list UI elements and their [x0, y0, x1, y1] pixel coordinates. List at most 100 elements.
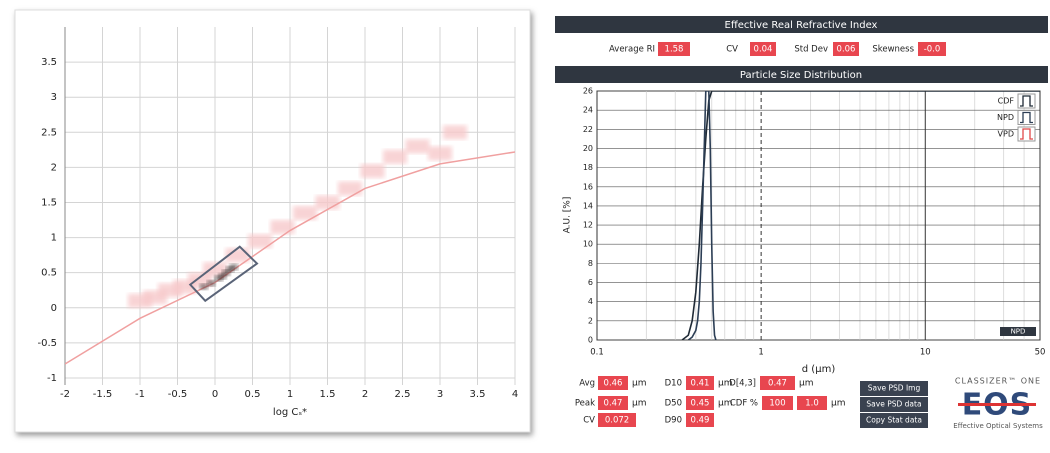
x-tick-label: -0.5: [168, 389, 188, 400]
y-tick-label: 10: [583, 240, 593, 249]
y-tick-label: -0.5: [37, 338, 57, 349]
y-tick-label: 6: [588, 278, 593, 287]
stat-value: 0.46: [604, 379, 623, 389]
y-tick-label: 8: [588, 259, 593, 268]
y-tick-label: 24: [583, 106, 593, 115]
button[interactable]: Save PSD data: [866, 400, 921, 409]
fit-curve: [65, 151, 515, 365]
y-tick-label: 0: [588, 336, 593, 345]
cloud-point: [248, 234, 272, 249]
logo-top: CLASSIZER™ ONE: [955, 377, 1041, 386]
x-tick-label: 2.5: [395, 389, 411, 400]
x-tick-label: -1.5: [93, 389, 113, 400]
cloud-point: [383, 149, 407, 164]
stat-unit: µm: [718, 399, 733, 409]
stat-label: CV: [583, 416, 595, 426]
legend-icon: [1017, 93, 1036, 109]
stat-value: 0.41: [691, 379, 710, 389]
stat-value: 0.49: [691, 416, 710, 426]
stat-value-box: [797, 396, 827, 410]
stat-label: D10: [665, 379, 682, 389]
y-tick-label: 0: [51, 303, 57, 314]
field-value: -0.0: [924, 45, 941, 55]
x-tick-label: 2: [362, 389, 368, 400]
y-tick-label: 22: [583, 125, 593, 134]
logo-bottom: Effective Optical Systems: [953, 422, 1043, 430]
badge-box: [1000, 327, 1036, 336]
series-layer: [681, 91, 1040, 340]
button-bg[interactable]: [860, 413, 928, 428]
stat-value-box: [598, 396, 628, 410]
y-tick-label: 2: [588, 316, 593, 325]
y-tick-label: 2.5: [41, 127, 57, 138]
stat-value-box: [760, 376, 795, 390]
field-value-box: [750, 42, 776, 56]
button-bg[interactable]: [860, 381, 928, 396]
stat-value-box: [762, 396, 793, 410]
legend-label: NPD: [997, 113, 1014, 122]
x-tick-label: 1.5: [320, 389, 336, 400]
logo-stripe: [958, 403, 1036, 406]
x-tick-label: 10: [920, 348, 931, 358]
field-value-box: [833, 42, 859, 56]
y-tick-label: 3: [51, 92, 57, 103]
y-tick-label: 1.5: [41, 197, 57, 208]
cloud-point: [293, 206, 317, 221]
stat-value: 0.072: [605, 416, 629, 426]
legend-icon: [1017, 110, 1036, 125]
stat-unit: µm: [718, 379, 733, 389]
y-tick-label: 2: [51, 162, 57, 173]
x-tick-label: -2: [60, 389, 70, 400]
y-tick-label: 18: [583, 163, 593, 172]
x-tick-label: 1: [287, 389, 293, 400]
core-point: [229, 264, 238, 271]
y-axis-label: A.U. [%]: [563, 197, 573, 234]
y-tick-label: 12: [583, 221, 593, 230]
core-point: [207, 280, 216, 287]
psd-title: Particle Size Distribution: [740, 70, 862, 81]
stat-value: 1.0: [805, 399, 819, 409]
stat-value: 0.47: [768, 379, 787, 389]
stat-value-box: [686, 376, 714, 390]
field-value-box: [918, 42, 946, 56]
legend-symbol: [1020, 128, 1033, 140]
x-tick-label: 0: [212, 389, 218, 400]
psd-header: [555, 66, 1048, 83]
button-bg[interactable]: [860, 397, 928, 412]
badge: NPD: [1011, 328, 1026, 336]
stat-label: D90: [665, 416, 682, 426]
legend-symbol: [1020, 95, 1033, 107]
gate: [188, 245, 259, 303]
cloud-point: [315, 195, 340, 210]
field-value: 1.58: [665, 45, 684, 55]
button[interactable]: Copy Stat data: [866, 416, 922, 425]
stat-value-box: [686, 396, 714, 410]
stat-label: Avg: [579, 379, 595, 389]
y-tick-label: 3.5: [41, 57, 57, 68]
cloud-point: [443, 125, 467, 140]
y-tick-label: 4: [588, 297, 593, 306]
core-point: [218, 273, 227, 280]
stat-unit: µm: [831, 399, 846, 409]
stat-value-box: [598, 376, 628, 390]
x-tick-label: 0.1: [590, 348, 604, 358]
cloud-point: [188, 272, 212, 287]
stat-label: Peak: [575, 399, 595, 409]
stat-unit: µm: [632, 399, 647, 409]
field-value-box: [658, 42, 690, 56]
legend-symbol: [1020, 111, 1033, 124]
cloud-point: [360, 163, 385, 178]
cloud-point: [405, 139, 430, 154]
stat-label: D50: [665, 399, 682, 409]
x-tick-label: 3: [437, 389, 443, 400]
field-value: 0.04: [754, 45, 773, 55]
field-label: CV: [726, 45, 738, 55]
series-line: [687, 91, 717, 340]
field-label: Std Dev: [794, 45, 828, 55]
field-value: 0.06: [837, 45, 856, 55]
stat-value-box: [686, 413, 714, 427]
cloud-point: [270, 220, 295, 235]
button[interactable]: Save PSD Img: [868, 384, 921, 393]
stat-unit: µm: [799, 379, 814, 389]
